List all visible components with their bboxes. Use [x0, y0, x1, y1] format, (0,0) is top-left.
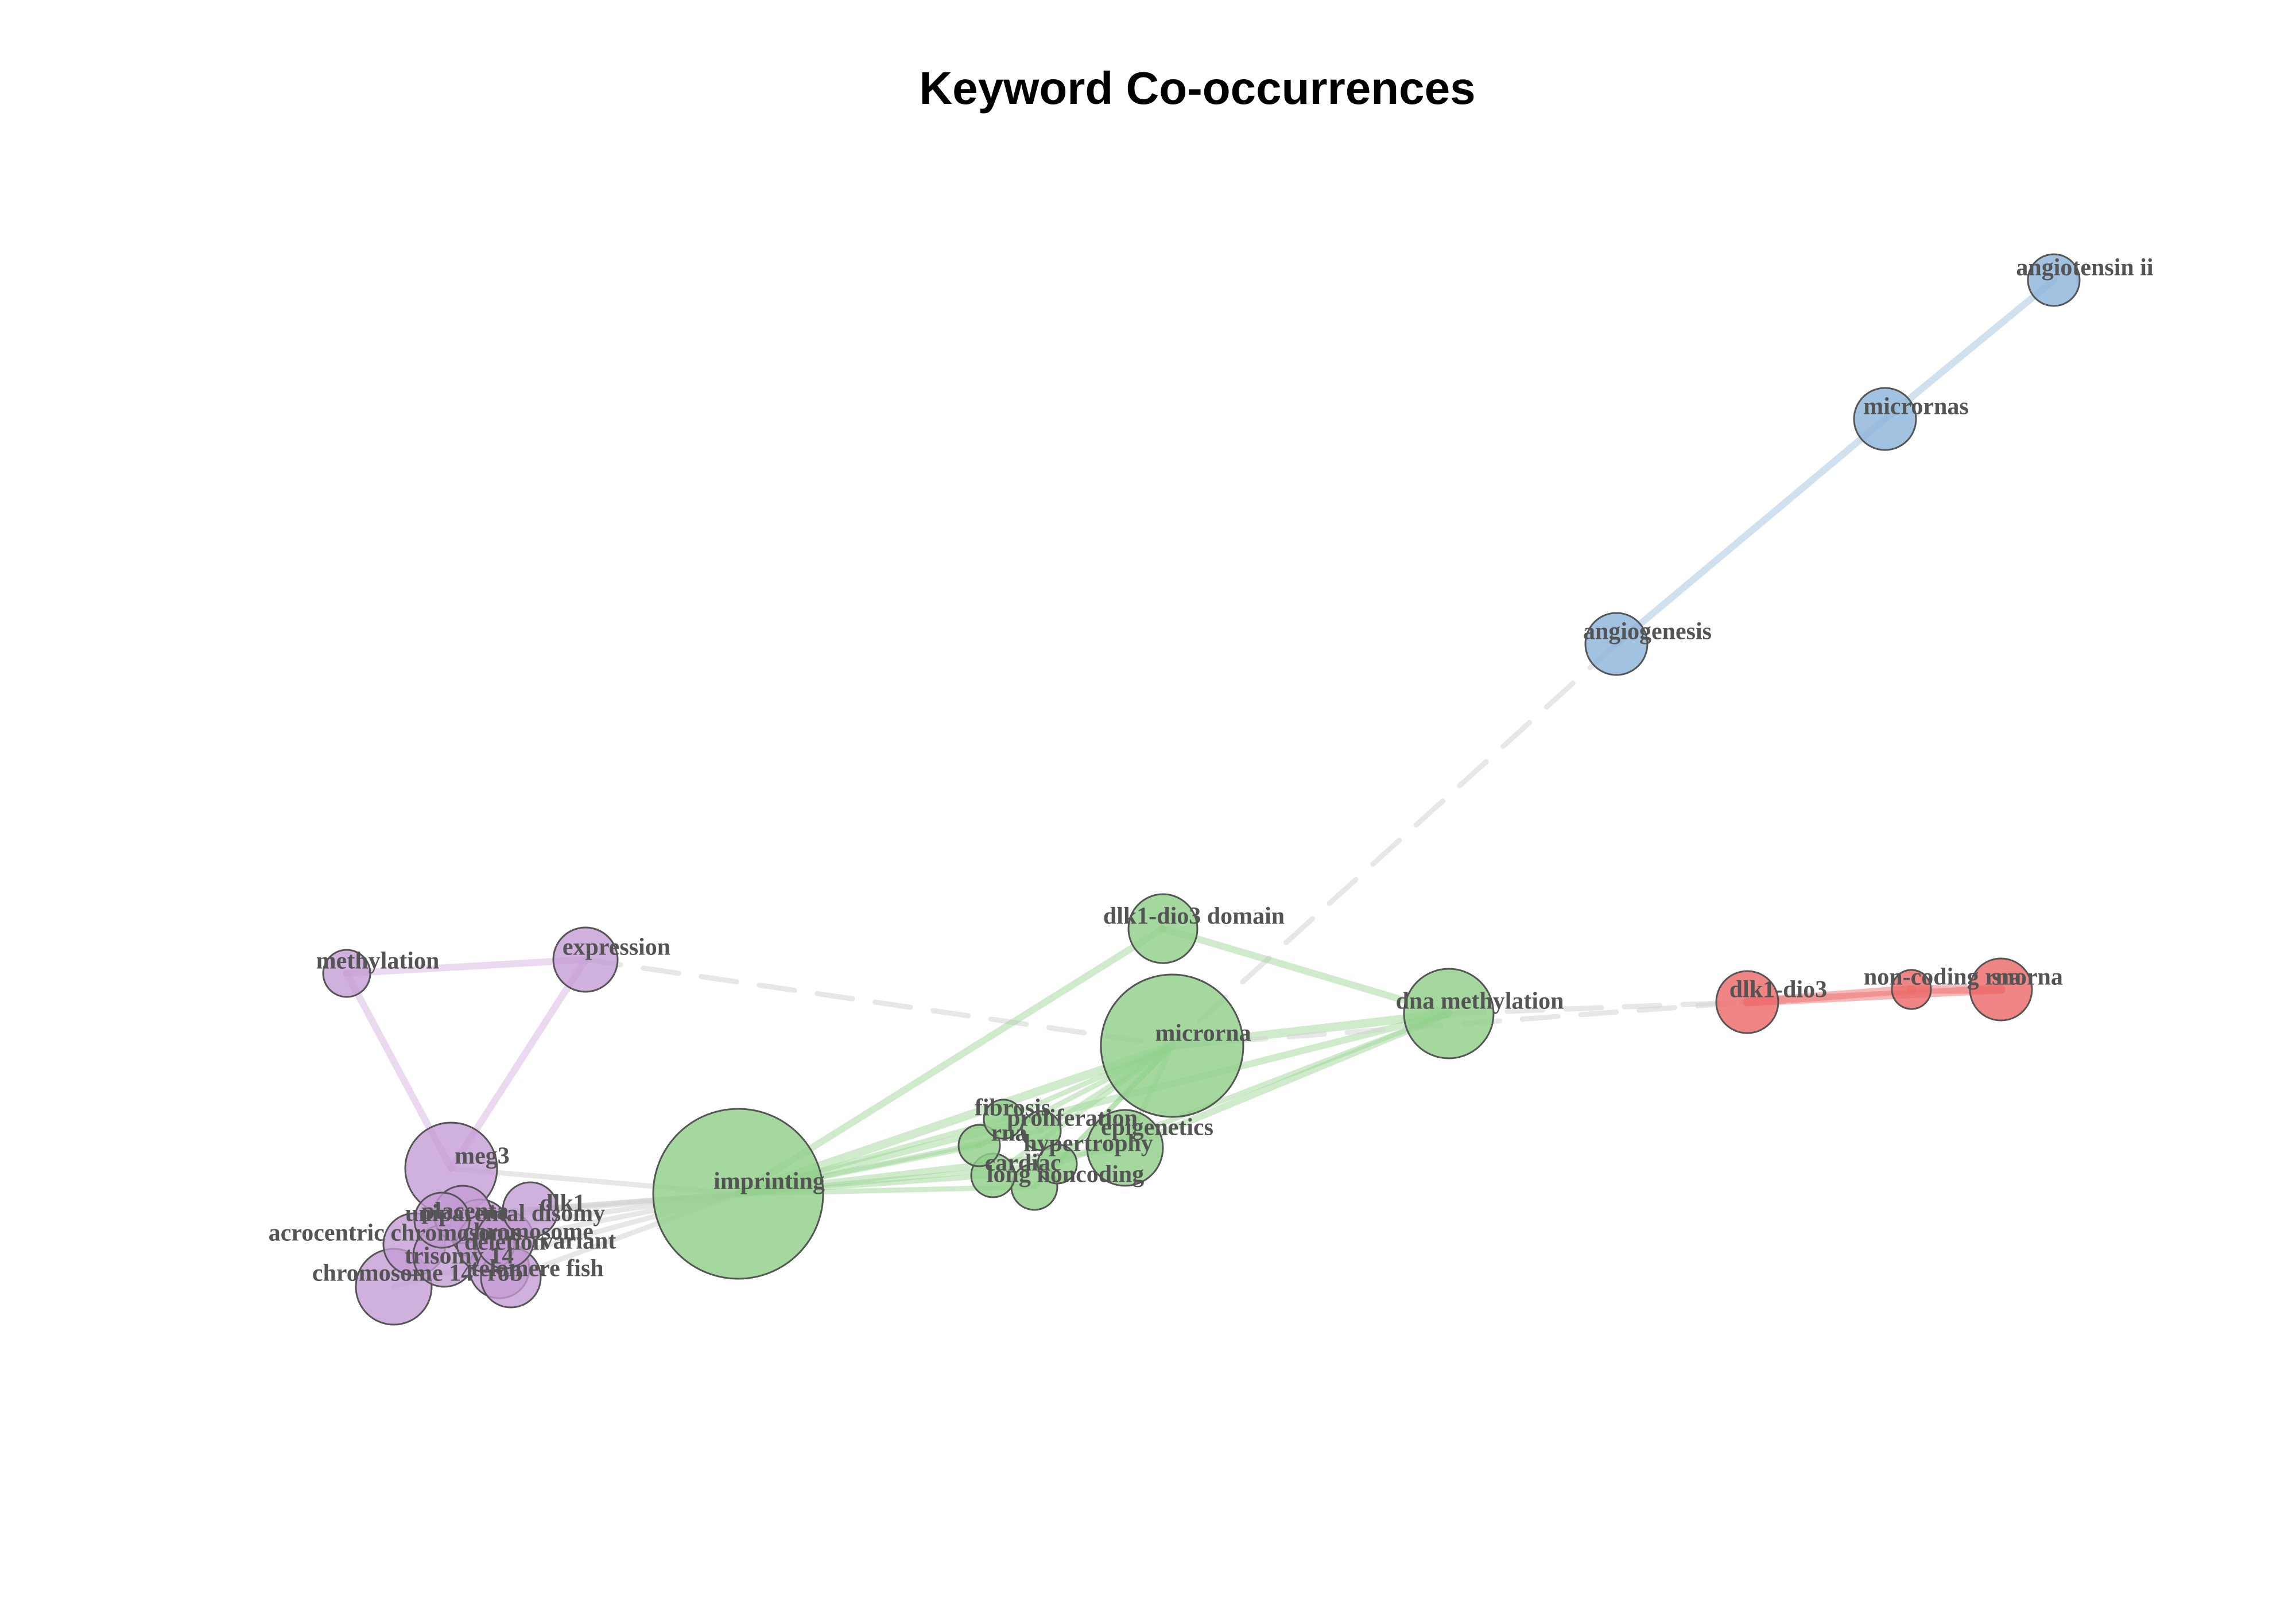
node-label-rna: rna	[991, 1120, 1027, 1147]
node-micrornas	[1853, 387, 1917, 451]
node-dna-methylation	[1403, 968, 1495, 1059]
node-label-non-coding-rna: non-coding rna	[1864, 964, 2021, 991]
node-label-angiogenesis: angiogenesis	[1583, 619, 1712, 645]
node-rna	[957, 1124, 1001, 1167]
node-proliferation	[1021, 1110, 1062, 1151]
node-label-deletion: deletion	[464, 1229, 546, 1256]
node-dlk1	[502, 1181, 559, 1239]
node-angiotensin-ii	[2027, 253, 2081, 307]
node-label-dna-methylation: dna methylation	[1396, 988, 1564, 1015]
node-label-fibrosis: fibrosis	[975, 1095, 1050, 1121]
node-label-micrornas: micrornas	[1863, 394, 1969, 420]
node-fibrosis	[983, 1098, 1024, 1140]
node-placenta	[413, 1191, 471, 1249]
node-imprinting	[652, 1108, 824, 1280]
node-label-angiotensin-ii: angiotensin ii	[2016, 255, 2154, 281]
node-dlk1-dio3	[1715, 970, 1779, 1034]
node-label-long-noncoding: long noncoding	[987, 1162, 1144, 1188]
node-snorna	[1969, 957, 2033, 1022]
node-label-expression: expression	[563, 934, 670, 961]
node-label-variant: variant	[541, 1228, 616, 1255]
edge-micrornas--angiogenesis	[1613, 416, 1888, 647]
node-label-acrocentric-chromosome: acrocentric chromosome	[269, 1220, 521, 1247]
node-epigenetics	[1086, 1109, 1164, 1187]
edge-dlk1-dio3-domain--dna-methylation	[1159, 925, 1452, 1017]
node-label-dlk1: dlk1	[540, 1190, 585, 1217]
node-hypertrophy	[1037, 1143, 1078, 1185]
edge-expression--microrna	[583, 957, 1175, 1049]
edge-methylation--expression	[343, 956, 589, 977]
node-label-chromosome: chromosome	[463, 1219, 594, 1245]
node-label-epigenetics: epigenetics	[1101, 1115, 1213, 1141]
node-label-dlk1-dio3: dlk1-dio3	[1729, 977, 1827, 1003]
node-label-meg3: meg3	[455, 1143, 510, 1170]
edge-angiogenesis--microrna	[1169, 641, 1619, 1049]
node-label-dlk1-dio3-domain: dlk1-dio3 domain	[1103, 903, 1285, 930]
node-layer	[322, 253, 2081, 1326]
node-expression	[552, 926, 619, 993]
node-label-placenta: placenta	[421, 1198, 509, 1225]
node-label-telomere-fish: telomere fish	[471, 1256, 603, 1282]
node-microrna	[1100, 973, 1244, 1118]
edge-angiotensin-ii--micrornas	[1882, 277, 2057, 422]
node-label-microrna: microrna	[1155, 1020, 1251, 1047]
node-label-hypertrophy: hypertrophy	[1023, 1131, 1153, 1157]
node-label-snorna: snorna	[1992, 964, 2063, 991]
node-angiogenesis	[1584, 612, 1649, 676]
node-non-coding-rna	[1891, 969, 1932, 1010]
node-label-methylation: methylation	[316, 948, 440, 975]
node-label-chromosome-14: chromosome 14	[312, 1260, 473, 1287]
node-label-imprinting: imprinting	[713, 1169, 825, 1195]
node-methylation	[322, 949, 371, 998]
node-label-trisomy-14: trisomy 14	[405, 1243, 514, 1270]
edge-microrna--dlk1-dio3	[1169, 999, 1750, 1049]
node-dlk1-dio3-domain	[1127, 893, 1199, 964]
node-label-proliferation: proliferation	[1007, 1105, 1138, 1132]
node-label-uniparental-disomy: uniparental disomy	[405, 1201, 605, 1227]
node-label-rob: rob	[487, 1260, 523, 1287]
chart-title: Keyword Co-occurrences	[919, 63, 1476, 114]
node-label-cardiac: cardiac	[985, 1150, 1061, 1177]
label-layer: angiotensin ii micrornas angiogenesis methy…	[269, 255, 2154, 1287]
